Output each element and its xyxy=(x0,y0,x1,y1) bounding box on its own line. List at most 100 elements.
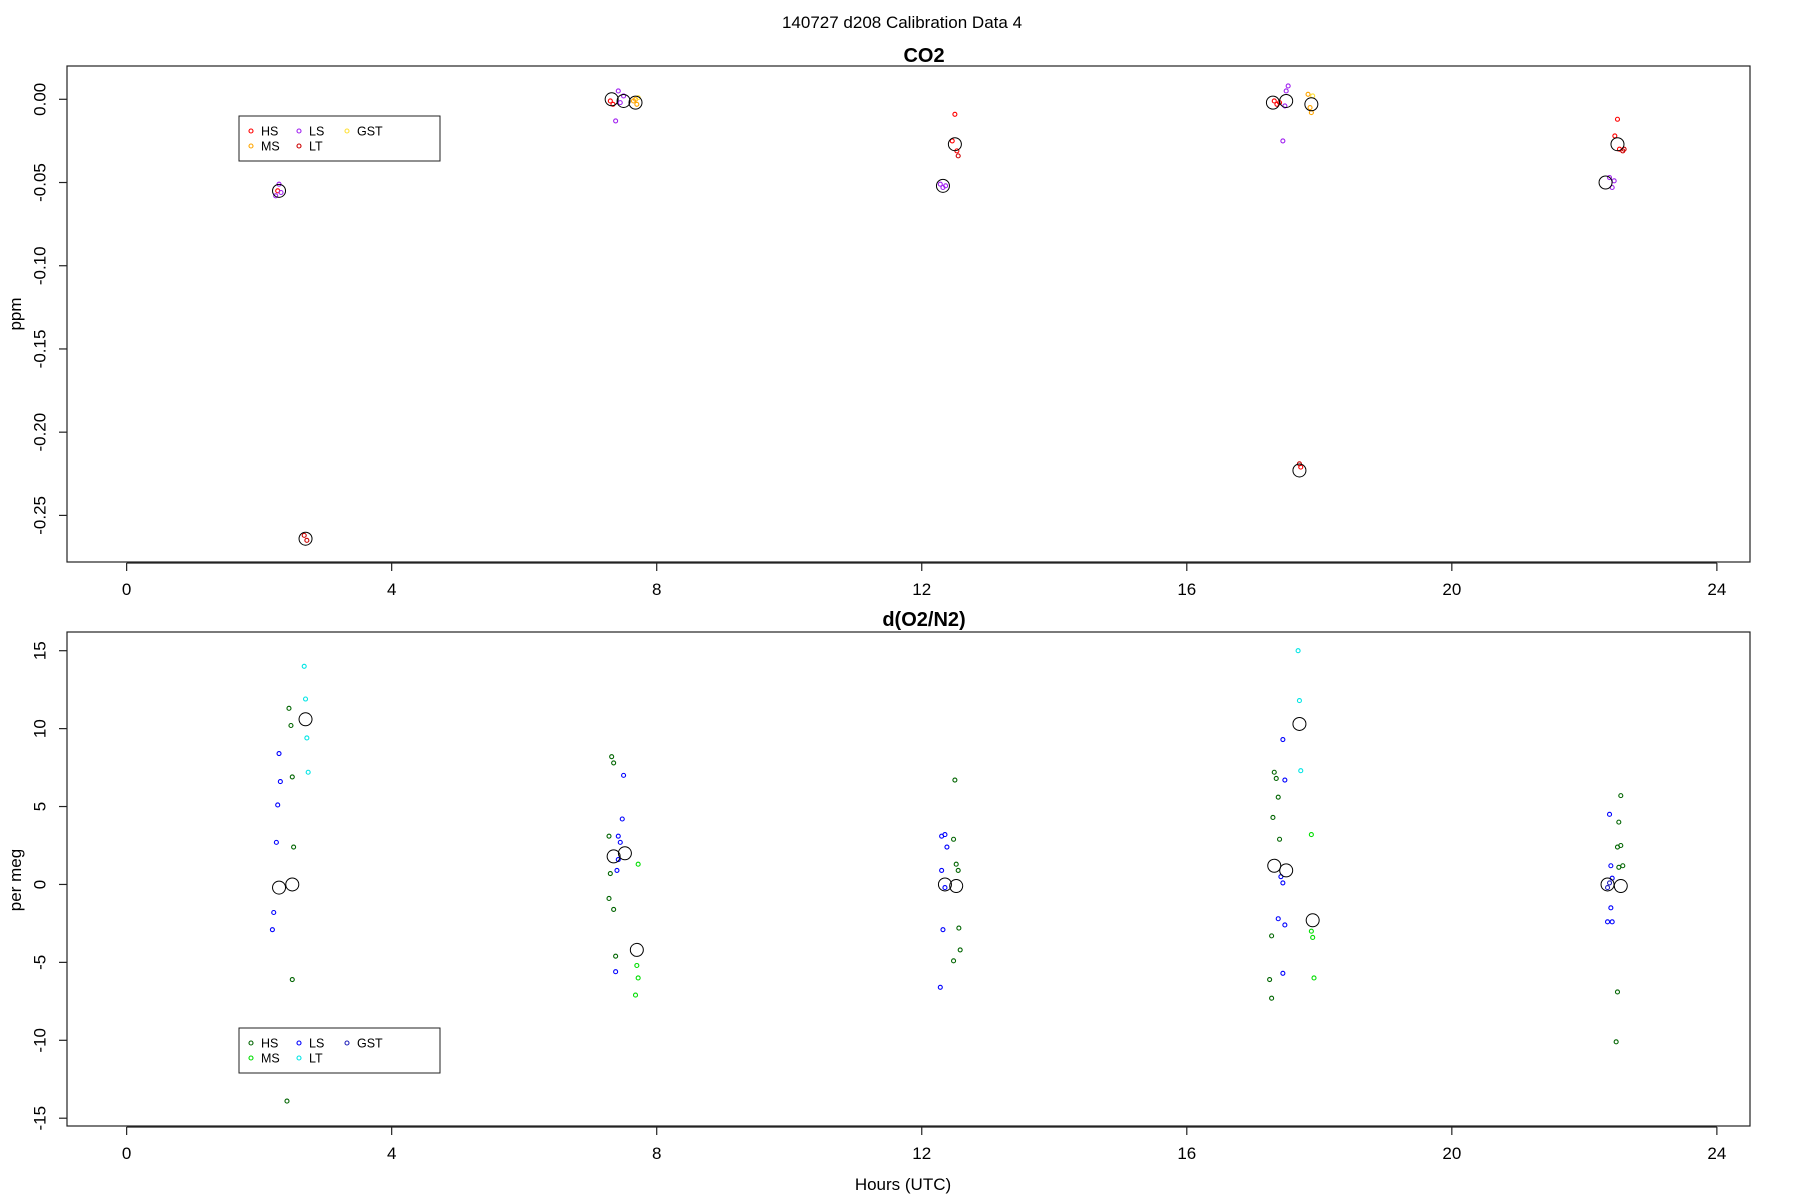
o2n2-point-ms xyxy=(1308,928,1314,934)
co2-point-hs xyxy=(1612,133,1618,139)
co2-mean-point xyxy=(1292,463,1307,478)
o2n2-point-ls xyxy=(1280,880,1286,886)
co2-point-ls xyxy=(1280,138,1286,144)
o2n2-point-hs xyxy=(951,836,957,842)
co2-mean-point xyxy=(947,137,962,152)
o2n2-x-tick-label: 20 xyxy=(1442,1144,1461,1163)
o2n2-mean-point xyxy=(1292,716,1307,731)
co2-mean-point xyxy=(616,93,631,108)
o2n2-plot-frame xyxy=(66,631,1751,1127)
o2n2-x-tick-label: 4 xyxy=(387,1144,396,1163)
co2-mean-point xyxy=(1598,175,1613,190)
o2n2-point-ls xyxy=(1282,922,1288,928)
o2n2-x-axis-label: Hours (UTC) xyxy=(855,1175,951,1194)
co2-point-hs xyxy=(1614,116,1621,122)
co2-legend-marker-hs xyxy=(248,128,254,134)
co2-point-ls xyxy=(1606,174,1613,181)
o2n2-point-hs xyxy=(609,754,615,760)
o2n2-y-tick-label: 10 xyxy=(30,719,49,738)
o2n2-point-lt xyxy=(302,696,309,702)
o2n2-point-ms xyxy=(635,861,641,867)
co2-point-ms xyxy=(1307,105,1313,111)
o2n2-y-tick-label: 5 xyxy=(30,802,49,811)
o2n2-point-hs xyxy=(289,774,295,780)
co2-y-tick-label: -0.25 xyxy=(30,496,49,535)
o2n2-point-ls xyxy=(276,751,282,757)
o2n2-point-lt xyxy=(305,769,311,775)
o2n2-point-ls xyxy=(944,844,950,850)
o2n2-legend-marker-gst xyxy=(344,1040,350,1046)
o2n2-point-ls xyxy=(1608,905,1614,911)
o2n2-point-ms xyxy=(1308,832,1314,838)
o2n2-point-hs xyxy=(289,976,295,983)
o2n2-y-tick-label: -5 xyxy=(30,955,49,970)
co2-point-hs xyxy=(952,111,958,117)
o2n2-point-ls xyxy=(937,984,943,990)
o2n2-point-hs xyxy=(951,958,957,964)
o2n2-y-tick-label: -15 xyxy=(30,1106,49,1131)
o2n2-mean-point xyxy=(298,712,313,727)
o2n2-point-ls xyxy=(1604,919,1611,925)
co2-y-tick-label: -0.10 xyxy=(30,246,49,285)
o2n2-point-ls xyxy=(1280,736,1286,743)
co2-y-tick-label: 0.00 xyxy=(30,83,49,116)
co2-panel-title: CO2 xyxy=(903,45,944,67)
o2n2-point-hs xyxy=(1620,863,1626,869)
co2-y-axis-label: ppm xyxy=(6,297,25,330)
co2-point-ls xyxy=(943,183,949,189)
o2n2-point-hs xyxy=(1273,775,1279,782)
co2-point-ls xyxy=(613,118,619,124)
o2n2-legend-marker-lt xyxy=(296,1055,302,1061)
o2n2-point-hs xyxy=(606,895,612,902)
co2-x-axis: 0 4 8 12 16 20 24 xyxy=(122,562,1726,599)
co2-mean-point xyxy=(935,178,950,193)
o2n2-mean-point xyxy=(1305,913,1320,928)
o2n2-point-ls xyxy=(275,802,281,808)
co2-y-tick-label: -0.15 xyxy=(30,330,49,369)
o2n2-point-hs xyxy=(1270,814,1276,820)
o2n2-point-ls xyxy=(273,839,279,845)
co2-mean-point xyxy=(1610,137,1625,152)
co2-panel: CO2 ppm 0 4 8 12 16 20 24 0.00 -0.05 -0.10 -0.15 -… xyxy=(6,45,1751,599)
o2n2-panel-title: d(O2/N2) xyxy=(882,609,965,631)
o2n2-point-gst xyxy=(1606,880,1613,886)
o2n2-point-hs xyxy=(291,844,297,850)
o2n2-legend-marker-ls xyxy=(296,1040,302,1046)
o2n2-point-ls xyxy=(940,927,946,933)
o2n2-point-ms xyxy=(1311,975,1317,981)
o2n2-point-hs xyxy=(953,861,959,867)
co2-legend-marker-lt xyxy=(296,143,302,149)
co2-point-ls xyxy=(1283,88,1289,94)
o2n2-point-lt xyxy=(301,663,307,669)
o2n2-legend-label-ls: LS xyxy=(309,1037,324,1051)
o2n2-point-hs xyxy=(606,833,612,839)
co2-x-tick-label: 0 xyxy=(122,580,131,599)
o2n2-mean-point xyxy=(272,880,287,895)
co2-mean-point xyxy=(298,531,313,546)
o2n2-mean-point xyxy=(617,846,632,861)
co2-mean-point xyxy=(272,183,287,198)
co2-mean-point xyxy=(1279,93,1294,108)
co2-point-ls xyxy=(1611,178,1617,184)
o2n2-point-ms xyxy=(634,962,640,969)
o2n2-point-hs xyxy=(957,947,963,953)
o2n2-point-ms xyxy=(1310,934,1316,940)
co2-point-hs xyxy=(1271,98,1277,104)
o2n2-x-tick-label: 0 xyxy=(122,1144,131,1163)
co2-legend-label-ls: LS xyxy=(309,125,324,139)
o2n2-point-hs xyxy=(1616,864,1622,870)
o2n2-point-ms xyxy=(632,992,639,998)
o2n2-panel: d(O2/N2) per meg 0 4 8 12 16 20 24 15 10 5 0 -5 -10… xyxy=(6,609,1751,1194)
o2n2-y-tick-label: -10 xyxy=(30,1028,49,1053)
o2n2-x-tick-label: 8 xyxy=(652,1144,661,1163)
o2n2-point-hs xyxy=(1616,819,1622,825)
o2n2-y-axis-label: per meg xyxy=(6,849,25,911)
co2-point-hs xyxy=(607,98,613,104)
o2n2-legend-label-hs: HS xyxy=(261,1037,278,1051)
co2-legend-label-ms: MS xyxy=(261,140,280,154)
co2-x-tick-label: 4 xyxy=(387,580,396,599)
o2n2-point-hs xyxy=(288,722,294,729)
